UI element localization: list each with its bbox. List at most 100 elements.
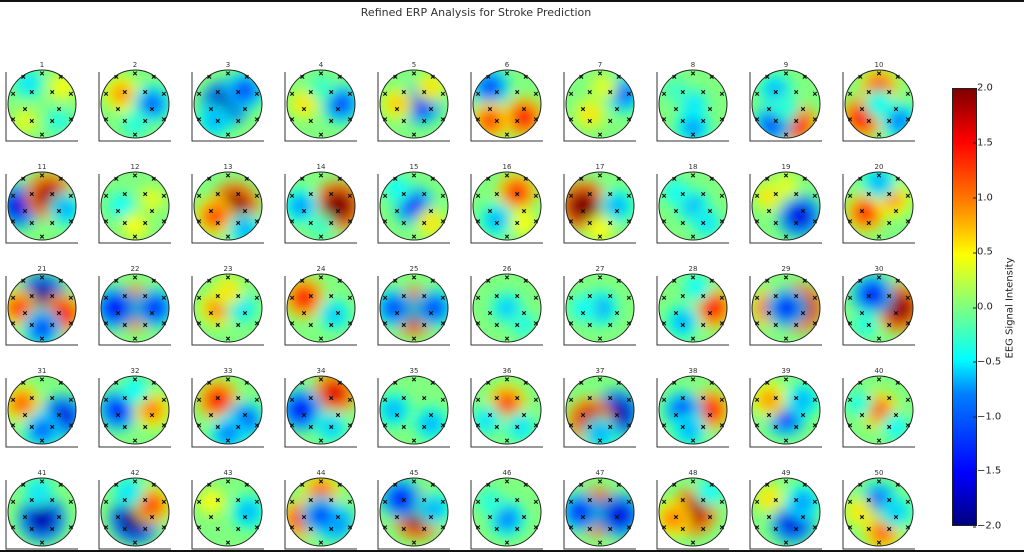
electrode-marker bbox=[608, 497, 613, 503]
electrode-marker bbox=[225, 275, 231, 280]
electrode-marker bbox=[103, 423, 109, 428]
electrode-marker bbox=[773, 191, 778, 197]
electrode-marker bbox=[401, 191, 406, 197]
topomap-blob bbox=[856, 316, 875, 334]
electrode-marker bbox=[68, 219, 74, 224]
topomap-blob bbox=[233, 78, 257, 103]
electrode-marker bbox=[301, 412, 307, 418]
topomap-36: 36 bbox=[470, 367, 543, 448]
topomap-blob bbox=[606, 195, 628, 217]
electrode-marker bbox=[149, 106, 155, 112]
electrode-marker bbox=[56, 412, 62, 418]
electrode-marker bbox=[196, 193, 202, 198]
topomap-blob bbox=[683, 94, 703, 114]
electrode-marker bbox=[680, 293, 685, 299]
electrode-marker bbox=[893, 412, 899, 418]
topomap-blob bbox=[497, 298, 517, 318]
head-outline bbox=[751, 69, 821, 139]
topomap-blob bbox=[50, 112, 68, 130]
electrode-marker bbox=[440, 525, 446, 530]
electrode-marker bbox=[10, 423, 16, 428]
electrode-marker bbox=[428, 412, 434, 418]
electrode-marker bbox=[661, 295, 667, 300]
electrode-marker bbox=[143, 322, 148, 328]
electrode-marker bbox=[289, 91, 295, 96]
electrode-marker bbox=[394, 310, 400, 316]
subplot-label: 17 bbox=[596, 163, 605, 171]
electrode-marker bbox=[766, 208, 772, 214]
topomap-blob bbox=[238, 501, 259, 523]
electrode-marker bbox=[587, 118, 592, 124]
colorbar-tick-label: 0.5 bbox=[973, 246, 993, 258]
electrode-marker bbox=[335, 106, 341, 112]
electrode-marker bbox=[812, 397, 818, 402]
head-outline bbox=[379, 477, 449, 547]
electrode-marker bbox=[766, 106, 772, 112]
electrode-marker bbox=[430, 74, 435, 79]
electrode-marker bbox=[103, 219, 109, 224]
head-outline bbox=[472, 477, 542, 547]
electrode-marker bbox=[709, 380, 714, 385]
electrode-marker bbox=[143, 118, 148, 124]
topomap-field bbox=[845, 478, 913, 546]
electrode-marker bbox=[411, 173, 417, 178]
head-outline bbox=[379, 171, 449, 241]
electrode-marker bbox=[236, 89, 241, 95]
electrode-marker bbox=[401, 220, 406, 226]
electrode-marker bbox=[39, 438, 45, 443]
electrode-marker bbox=[690, 71, 696, 76]
topomap-field bbox=[659, 172, 727, 240]
electrode-marker bbox=[515, 395, 520, 401]
topomap-blob bbox=[118, 482, 138, 502]
electrode-marker bbox=[608, 118, 613, 124]
topomap-10: 10 bbox=[842, 61, 915, 142]
electrode-marker bbox=[494, 497, 499, 503]
topomap-blob bbox=[886, 417, 906, 437]
electrode-marker bbox=[887, 220, 892, 226]
electrode-marker bbox=[504, 377, 510, 382]
electrode-marker bbox=[29, 322, 34, 328]
electrode-marker bbox=[579, 380, 584, 385]
electrode-marker bbox=[533, 91, 539, 96]
electrode-marker bbox=[523, 176, 528, 181]
electrode-marker bbox=[122, 497, 127, 503]
topomap-blob bbox=[589, 423, 611, 444]
electrode-marker bbox=[487, 208, 493, 214]
electrode-marker bbox=[151, 74, 156, 79]
axis-spine bbox=[563, 72, 636, 142]
electrode-marker bbox=[661, 525, 667, 530]
electrode-marker bbox=[876, 479, 882, 484]
electrode-marker bbox=[754, 91, 760, 96]
electrode-marker bbox=[411, 540, 417, 545]
electrode-marker bbox=[475, 423, 481, 428]
electrode-marker bbox=[347, 91, 353, 96]
electrode-marker bbox=[422, 395, 427, 401]
topomap-blob bbox=[504, 180, 530, 205]
electrode-marker bbox=[39, 275, 45, 280]
subplot-label: 30 bbox=[875, 265, 884, 273]
subplot-label: 34 bbox=[317, 367, 326, 375]
electrode-marker bbox=[143, 497, 148, 503]
axis-spine bbox=[656, 72, 729, 142]
electrode-marker bbox=[337, 176, 342, 181]
electrode-marker bbox=[401, 322, 406, 328]
topomap-blob bbox=[777, 98, 795, 117]
electrode-marker bbox=[347, 321, 353, 326]
electrode-marker bbox=[812, 295, 818, 300]
electrode-marker bbox=[301, 208, 307, 214]
electrode-marker bbox=[773, 526, 778, 532]
topomap-blob bbox=[27, 504, 57, 534]
electrode-marker bbox=[847, 525, 853, 530]
electrode-marker bbox=[347, 117, 353, 122]
subplot-label: 49 bbox=[782, 469, 791, 477]
electrode-marker bbox=[215, 293, 220, 299]
electrode-marker bbox=[690, 234, 696, 239]
electrode-marker bbox=[515, 497, 520, 503]
axis-spine bbox=[284, 174, 357, 244]
electrode-marker bbox=[866, 395, 871, 401]
electrode-marker bbox=[754, 193, 760, 198]
electrode-marker bbox=[719, 295, 725, 300]
subplot-label: 25 bbox=[410, 265, 419, 273]
electrode-marker bbox=[225, 336, 231, 341]
electrode-marker bbox=[114, 176, 119, 181]
